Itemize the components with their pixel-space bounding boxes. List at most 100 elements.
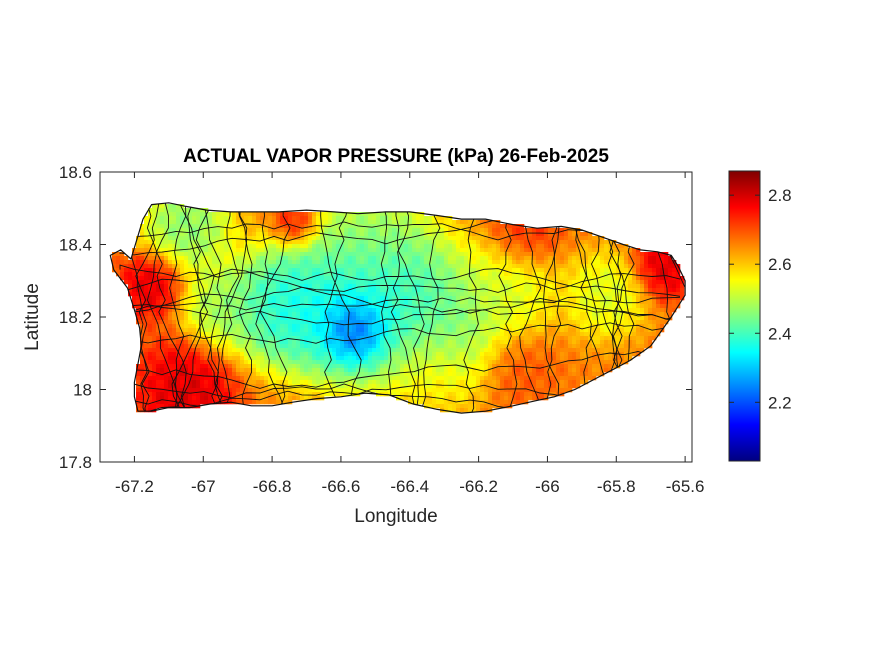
- field-cell: [588, 340, 593, 345]
- field-cell: [308, 308, 313, 313]
- field-cell: [480, 348, 485, 353]
- field-cell: [356, 236, 361, 241]
- field-cell: [188, 304, 193, 309]
- field-cell: [584, 316, 589, 321]
- field-cell: [192, 256, 197, 261]
- field-cell: [280, 268, 285, 273]
- field-cell: [372, 328, 377, 333]
- field-cell: [208, 236, 213, 241]
- field-cell: [220, 288, 225, 293]
- field-cell: [456, 256, 461, 261]
- field-cell: [292, 280, 297, 285]
- field-cell: [204, 260, 209, 265]
- field-cell: [500, 224, 505, 229]
- field-cell: [608, 360, 613, 365]
- field-cell: [464, 348, 469, 353]
- field-cell: [504, 356, 509, 361]
- field-cell: [308, 296, 313, 301]
- field-cell: [272, 364, 277, 369]
- field-cell: [276, 232, 281, 237]
- field-cell: [236, 228, 241, 233]
- field-cell: [188, 308, 193, 313]
- field-cell: [564, 336, 569, 341]
- field-cell: [156, 256, 161, 261]
- field-cell: [320, 276, 325, 281]
- field-cell: [652, 336, 657, 341]
- field-cell: [480, 228, 485, 233]
- field-cell: [172, 328, 177, 333]
- field-cell: [496, 292, 501, 297]
- field-cell: [424, 328, 429, 333]
- field-cell: [572, 364, 577, 369]
- field-cell: [580, 268, 585, 273]
- field-cell: [464, 248, 469, 253]
- field-cell: [352, 244, 357, 249]
- field-cell: [172, 316, 177, 321]
- field-cell: [476, 264, 481, 269]
- field-cell: [436, 240, 441, 245]
- field-cell: [640, 300, 645, 305]
- field-cell: [276, 276, 281, 281]
- field-cell: [548, 356, 553, 361]
- field-cell: [272, 236, 277, 241]
- field-cell: [200, 332, 205, 337]
- field-cell: [324, 300, 329, 305]
- field-cell: [168, 212, 173, 217]
- field-cell: [264, 308, 269, 313]
- field-cell: [540, 316, 545, 321]
- field-cell: [156, 220, 161, 225]
- field-cell: [660, 300, 665, 305]
- field-cell: [480, 236, 485, 241]
- field-cell: [356, 348, 361, 353]
- field-cell: [504, 336, 509, 341]
- field-cell: [232, 328, 237, 333]
- field-cell: [572, 332, 577, 337]
- field-cell: [476, 220, 481, 225]
- field-cell: [484, 360, 489, 365]
- field-cell: [136, 240, 141, 245]
- field-cell: [472, 268, 477, 273]
- field-cell: [492, 296, 497, 301]
- field-cell: [572, 256, 577, 261]
- field-cell: [640, 268, 645, 273]
- field-cell: [356, 216, 361, 221]
- field-cell: [460, 344, 465, 349]
- field-cell: [264, 260, 269, 265]
- field-cell: [288, 352, 293, 357]
- field-cell: [340, 248, 345, 253]
- field-cell: [364, 328, 369, 333]
- field-cell: [484, 252, 489, 257]
- field-cell: [316, 300, 321, 305]
- field-cell: [440, 284, 445, 289]
- field-cell: [300, 340, 305, 345]
- field-cell: [384, 264, 389, 269]
- field-cell: [324, 348, 329, 353]
- field-cell: [156, 212, 161, 217]
- field-cell: [664, 304, 669, 309]
- field-cell: [236, 320, 241, 325]
- field-cell: [200, 240, 205, 245]
- field-cell: [368, 300, 373, 305]
- field-cell: [488, 312, 493, 317]
- field-cell: [312, 316, 317, 321]
- field-cell: [348, 364, 353, 369]
- field-cell: [612, 316, 617, 321]
- field-cell: [404, 280, 409, 285]
- field-cell: [244, 212, 249, 217]
- field-cell: [392, 268, 397, 273]
- field-cell: [432, 288, 437, 293]
- field-cell: [632, 304, 637, 309]
- field-cell: [136, 300, 141, 305]
- field-cell: [532, 276, 537, 281]
- field-cell: [428, 232, 433, 237]
- field-cell: [564, 332, 569, 337]
- field-cell: [548, 284, 553, 289]
- field-cell: [656, 288, 661, 293]
- field-cell: [336, 236, 341, 241]
- field-cell: [596, 312, 601, 317]
- field-cell: [452, 344, 457, 349]
- field-cell: [376, 344, 381, 349]
- field-cell: [176, 296, 181, 301]
- field-cell: [184, 316, 189, 321]
- field-cell: [224, 340, 229, 345]
